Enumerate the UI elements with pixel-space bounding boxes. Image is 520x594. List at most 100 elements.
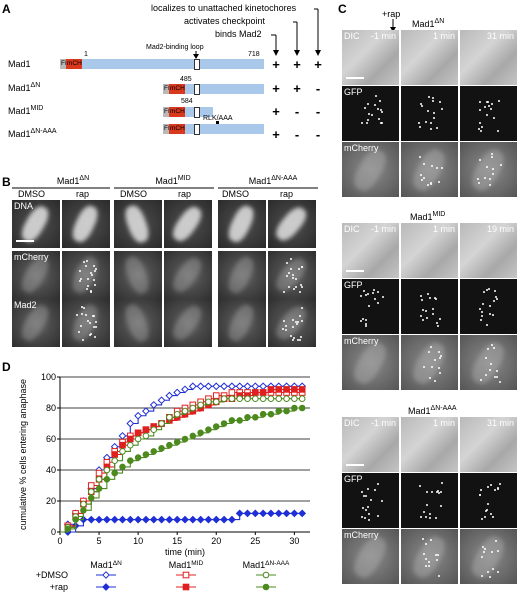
kinetochore-spot xyxy=(434,359,437,362)
kinetochore-spot xyxy=(491,568,494,571)
kinetochore-spot xyxy=(93,336,96,339)
row-label: mCherry xyxy=(14,252,49,262)
kinetochore-spot xyxy=(90,272,93,275)
kinetochore-spot xyxy=(436,126,439,129)
kinetochore-spot xyxy=(95,268,97,271)
loop-label: Mad2-binding loop xyxy=(146,44,204,51)
data-point xyxy=(111,469,118,477)
kinetochore-spot xyxy=(374,104,377,106)
mad1-dn-bar xyxy=(185,84,264,94)
rap-arrow xyxy=(390,19,396,32)
y-tick-label: 60 xyxy=(46,434,56,444)
timelapse-mcherry xyxy=(460,529,517,584)
data-point xyxy=(165,515,174,524)
row-label: DIC xyxy=(344,418,360,428)
series-line xyxy=(60,512,303,533)
kinetochore-spot xyxy=(497,550,500,553)
data-point xyxy=(236,417,243,424)
timelapse-mcherry: mCherry xyxy=(342,335,399,390)
chromosome-mass xyxy=(69,202,102,246)
data-point xyxy=(189,404,197,412)
chromosome-mass xyxy=(169,203,206,245)
data-point xyxy=(197,429,204,437)
kinetochore-spot xyxy=(366,102,369,105)
kinetochore-spot xyxy=(424,309,427,312)
kinetochore-spot xyxy=(421,319,424,322)
data-point xyxy=(102,571,110,579)
kinetochore-spot xyxy=(495,539,498,542)
kinetochore-spot xyxy=(427,351,430,354)
kinetochore-spot xyxy=(422,365,425,368)
scale-bar xyxy=(16,240,34,242)
kinetochore-spot xyxy=(421,308,424,311)
chromosome-mass xyxy=(122,202,153,246)
chromosome-mass xyxy=(169,302,206,344)
timelapse-gfp xyxy=(460,473,517,528)
kinetochore-spot xyxy=(295,285,298,288)
mad2-binding-loop xyxy=(194,84,200,95)
kinetochore-spot xyxy=(76,314,79,317)
kinetochore-spot xyxy=(92,314,95,317)
kinetochore-spot xyxy=(477,182,480,185)
timelapse-gfp: GFP xyxy=(342,86,399,141)
kinetochore-spot xyxy=(431,99,434,102)
data-point xyxy=(87,515,96,524)
kinetochore-spot xyxy=(479,319,482,322)
mcherry-domain: mCH xyxy=(169,107,185,117)
x-tick-label: 5 xyxy=(97,536,102,546)
kinetochore-spot xyxy=(376,515,379,518)
row-label: mCherry xyxy=(344,143,379,153)
legend-group-label: Mad1ΔN xyxy=(90,560,122,570)
kinetochore-spot xyxy=(489,575,492,578)
kinetochore-spot xyxy=(425,490,428,493)
kinetochore-spot xyxy=(493,488,496,491)
kinetochore-spot xyxy=(483,548,486,551)
data-point xyxy=(196,515,205,524)
data-point xyxy=(291,395,298,403)
kinetochore-spot xyxy=(370,114,373,117)
kinetochore-spot xyxy=(424,543,427,546)
kinetochore-spot xyxy=(301,320,304,323)
micrograph-mad2 xyxy=(218,299,266,347)
kinetochore-spot xyxy=(487,347,490,350)
kinetochore-spot xyxy=(479,100,482,103)
construct-name-mad1-dn: Mad1ΔN xyxy=(8,82,41,93)
panel-b-group-header: Mad1ΔN xyxy=(56,175,90,186)
data-point xyxy=(235,382,244,391)
data-point xyxy=(173,438,181,446)
kinetochore-spot xyxy=(483,177,486,180)
data-point xyxy=(182,571,190,579)
data-point xyxy=(182,583,190,591)
kinetochore-spot xyxy=(361,122,364,125)
y-tick-label: 20 xyxy=(46,496,56,506)
data-point xyxy=(252,395,259,403)
kinetochore-spot xyxy=(438,318,441,320)
data-point xyxy=(244,395,251,403)
mad2-binding-loop xyxy=(194,124,200,135)
legend-line-kinetochore: localizes to unattached kinetochores xyxy=(151,3,297,13)
mcherry-domain: mCH xyxy=(169,84,185,94)
y-axis-label: cumulative % cells entering anaphase xyxy=(18,379,28,530)
kinetochore-spot xyxy=(367,513,370,516)
kinetochore-spot xyxy=(485,288,488,291)
timepoint-label: 31 min xyxy=(486,31,514,41)
kinetochore-spot xyxy=(478,307,481,310)
kinetochore-spot xyxy=(492,347,495,350)
kinetochore-spot xyxy=(429,296,432,299)
kinetochore-spot xyxy=(361,318,364,321)
micrograph-dna xyxy=(164,200,212,248)
data-point xyxy=(212,515,221,524)
kinetochore-spot xyxy=(418,156,421,159)
kinetochore-spot xyxy=(490,483,493,486)
data-point xyxy=(282,509,291,518)
y-tick-label: 40 xyxy=(46,465,56,475)
mark: + xyxy=(272,81,280,96)
micrograph-mad2 xyxy=(114,299,162,347)
chromosome-mass xyxy=(122,301,153,345)
data-point xyxy=(298,509,307,518)
data-point xyxy=(127,441,134,449)
data-point xyxy=(267,410,275,418)
data-point xyxy=(118,431,127,440)
chromosome-mass xyxy=(69,301,102,345)
y-tick-label: 100 xyxy=(41,372,56,382)
